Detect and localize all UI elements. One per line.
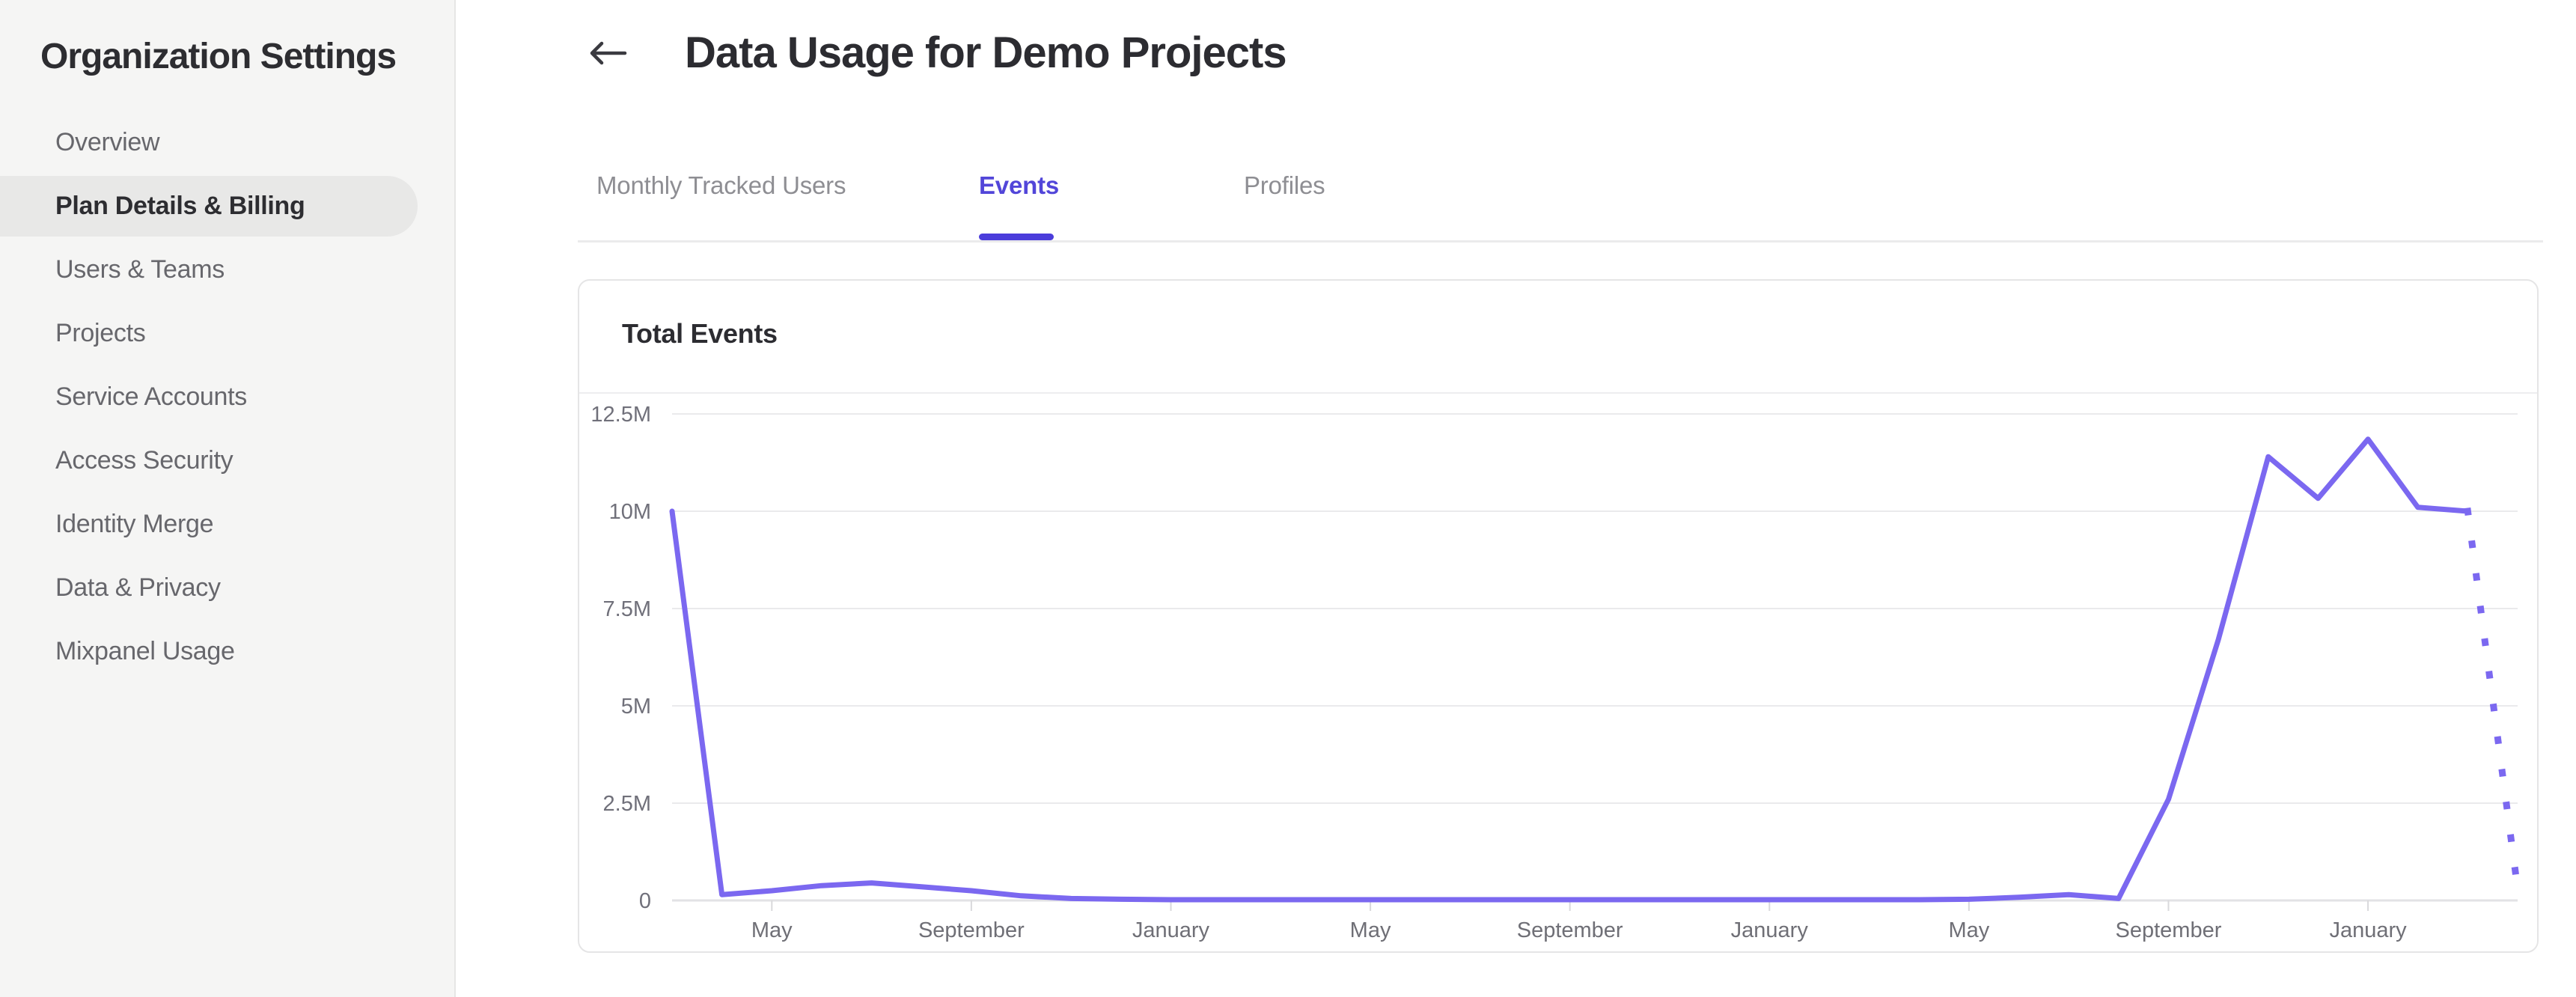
tab-monthly-tracked-users[interactable]: Monthly Tracked Users (596, 171, 846, 199)
card-divider (579, 392, 2537, 394)
y-axis-label: 5M (621, 695, 651, 719)
y-axis-label: 2.5M (603, 792, 651, 816)
x-axis-label: January (2329, 918, 2407, 942)
card-title: Total Events (622, 318, 778, 349)
sidebar-item-label: Access Security (55, 446, 234, 475)
sidebar: Organization Settings Overview Plan Detai… (0, 0, 456, 997)
events-series-line (669, 436, 2470, 903)
sidebar-item-access-security[interactable]: Access Security (0, 429, 456, 493)
sidebar-item-mixpanel-usage[interactable]: Mixpanel Usage (0, 620, 456, 683)
y-axis-label: 0 (639, 889, 651, 913)
tab-bar-divider (578, 240, 2543, 243)
sidebar-nav: Overview Plan Details & Billing Users & Te… (0, 111, 456, 683)
sidebar-item-label: Projects (55, 319, 146, 347)
tab-events[interactable]: Events (979, 171, 1060, 199)
y-axis-label: 7.5M (603, 597, 651, 621)
sidebar-item-plan-details-billing[interactable]: Plan Details & Billing (0, 174, 456, 238)
x-axis-label: May (751, 918, 793, 942)
y-axis-label: 12.5M (590, 403, 651, 427)
x-axis-label: September (918, 918, 1025, 942)
sidebar-item-label: Data & Privacy (55, 573, 221, 602)
x-axis-label: January (1132, 918, 1210, 942)
sidebar-title: Organization Settings (40, 37, 397, 76)
events-series-line-projected (2464, 507, 2522, 893)
sidebar-item-label: Users & Teams (55, 255, 225, 284)
tab-profiles[interactable]: Profiles (1244, 171, 1325, 199)
x-axis-label: January (1731, 918, 1809, 942)
sidebar-item-service-accounts[interactable]: Service Accounts (0, 365, 456, 429)
sidebar-item-label: Service Accounts (55, 382, 247, 411)
sidebar-item-label: Identity Merge (55, 510, 214, 538)
x-axis-label: September (2116, 918, 2222, 942)
sidebar-item-label: Overview (55, 128, 160, 156)
sidebar-item-users-teams[interactable]: Users & Teams (0, 238, 456, 302)
x-axis-label: May (1350, 918, 1391, 942)
sidebar-item-identity-merge[interactable]: Identity Merge (0, 493, 456, 556)
left-arrow-icon (588, 41, 627, 67)
y-axis-label: 10M (609, 500, 651, 524)
total-events-chart[interactable]: 12.5M 10M 7.5M 5M 2.5M 0 May September January Ma… (579, 394, 2537, 951)
sidebar-item-data-privacy[interactable]: Data & Privacy (0, 556, 456, 620)
active-item-pill (0, 176, 418, 237)
sidebar-item-label: Mixpanel Usage (55, 637, 235, 665)
sidebar-item-label: Plan Details & Billing (55, 192, 305, 220)
active-tab-indicator (979, 234, 1054, 240)
page-title: Data Usage for Demo Projects (685, 28, 1287, 77)
sidebar-item-projects[interactable]: Projects (0, 302, 456, 365)
back-button[interactable] (584, 33, 632, 75)
sidebar-item-overview[interactable]: Overview (0, 111, 456, 174)
x-axis-label: May (1948, 918, 1989, 942)
total-events-card: Total Events 12.5M 10M 7.5M 5M 2.5M 0 May Septe… (578, 279, 2539, 953)
x-axis-label: September (1517, 918, 1623, 942)
